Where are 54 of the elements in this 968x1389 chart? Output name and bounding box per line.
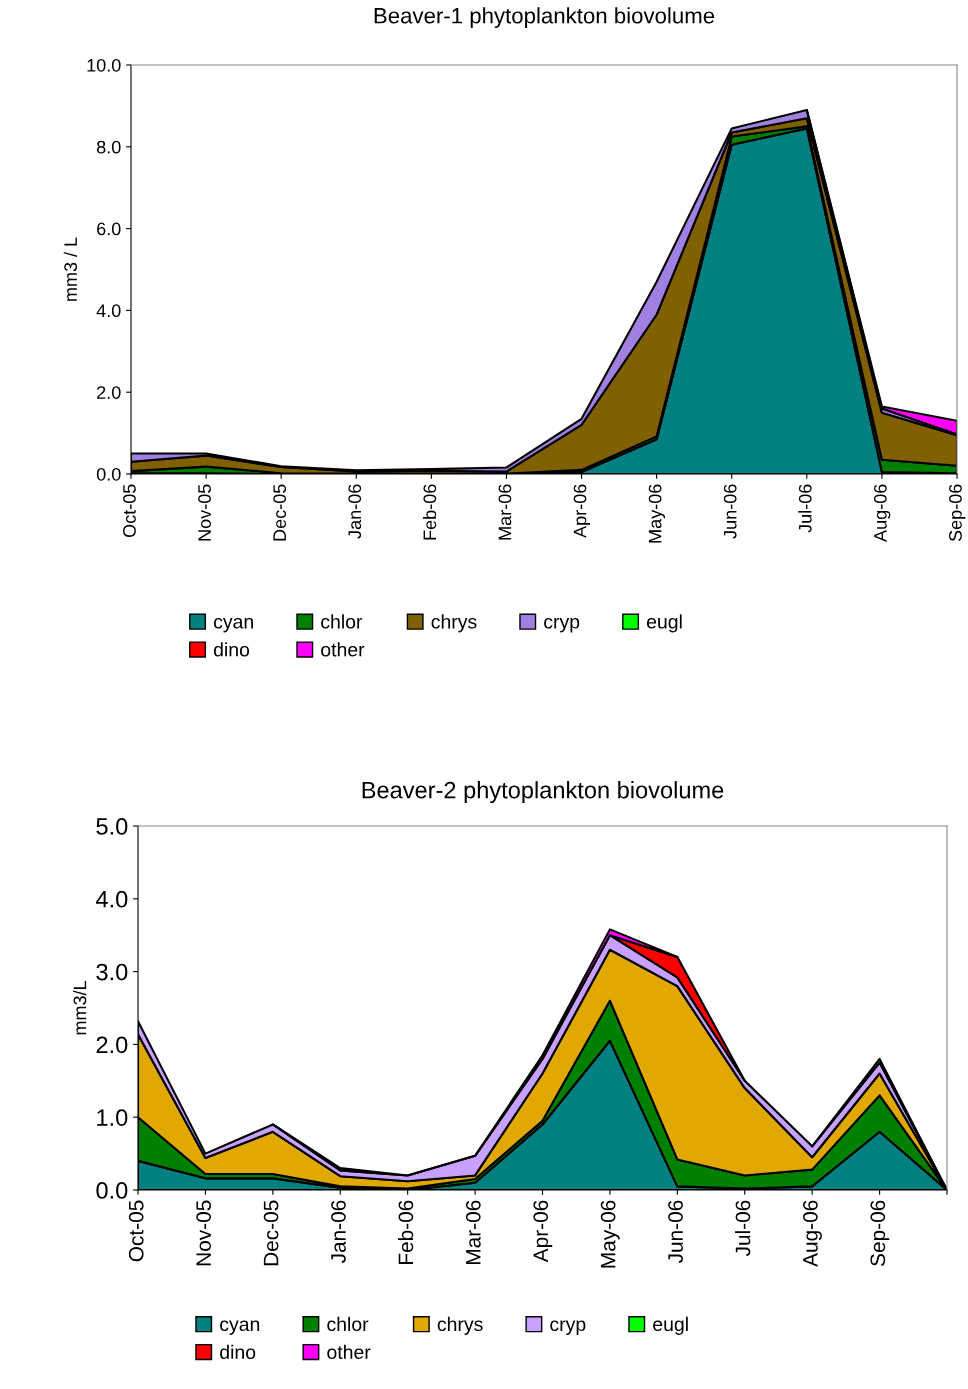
x-tick-label: Feb-06 (397, 1200, 414, 1265)
chart-title: Beaver-2 phytoplankton biovolume (362, 781, 724, 804)
legend-label: cyan (220, 1320, 260, 1335)
legend-label: chlor (327, 1316, 369, 1332)
y-tick-label: 3.0 (96, 963, 128, 981)
y-tick-label: 4.0 (96, 890, 128, 908)
x-tick-label: Oct-05 (123, 484, 136, 538)
legend-label: other (327, 1344, 371, 1360)
legend-label: eugl (646, 614, 682, 633)
x-tick-label: Jul-06 (735, 1200, 751, 1257)
legend-label: eugl (653, 1316, 688, 1335)
x-tick-label: Nov-05 (198, 484, 211, 541)
y-axis-title: mm3/L (73, 981, 87, 1035)
legend-label: cryp (544, 617, 580, 633)
y-tick-label: 0.0 (96, 467, 121, 481)
x-tick-label: Sep-06 (870, 1200, 890, 1266)
legend-label: cyan (213, 617, 253, 633)
y-tick-label: 1.0 (97, 1109, 128, 1126)
x-tick-label: Dec-05 (273, 484, 287, 541)
legend-label: chlor (321, 614, 363, 629)
x-tick-label: May-06 (600, 1200, 620, 1268)
y-tick-label: 2.0 (97, 386, 121, 399)
y-tick-label: 8.0 (96, 140, 121, 154)
x-tick-label: Sep-06 (949, 484, 966, 542)
x-tick-label: Jan-06 (348, 484, 362, 539)
x-tick-label: Nov-05 (196, 1200, 212, 1266)
x-tick-label: Aug-06 (873, 484, 891, 542)
legend-label: dino (220, 1344, 256, 1360)
x-tick-label: Aug-06 (803, 1200, 822, 1267)
x-tick-label: Jun-06 (668, 1200, 683, 1264)
x-tick-label: Apr-06 (533, 1200, 553, 1263)
x-tick-label: Apr-06 (573, 484, 590, 538)
legend-label: dino (213, 642, 250, 657)
y-tick-label: 0.0 (96, 1182, 128, 1199)
legend-label: chrys (431, 614, 477, 633)
x-tick-label: May-06 (648, 484, 666, 543)
y-tick-label: 4.0 (96, 304, 121, 318)
x-tick-label: Jul-06 (798, 484, 812, 533)
x-tick-label: Jun-06 (723, 484, 737, 539)
y-tick-label: 2.0 (96, 1036, 128, 1054)
x-tick-label: Mar-06 (465, 1200, 481, 1264)
x-tick-label: Feb-06 (422, 484, 437, 540)
x-tick-label: Dec-05 (263, 1200, 279, 1266)
y-tick-label: 5.0 (96, 818, 128, 835)
chart-title: Beaver-1 phytoplankton biovolume (374, 7, 715, 28)
y-tick-label: 10.0 (87, 58, 121, 72)
legend-label: cryp (550, 1320, 586, 1335)
x-tick-label: Mar-06 (498, 484, 512, 540)
legend-label: other (321, 642, 365, 657)
y-tick-label: 6.0 (97, 222, 121, 236)
legend-label: chrys (437, 1316, 483, 1335)
y-axis-title: mm3 / L (63, 237, 78, 301)
x-tick-label: Oct-05 (128, 1200, 144, 1262)
x-tick-label: Jan-06 (331, 1200, 346, 1264)
